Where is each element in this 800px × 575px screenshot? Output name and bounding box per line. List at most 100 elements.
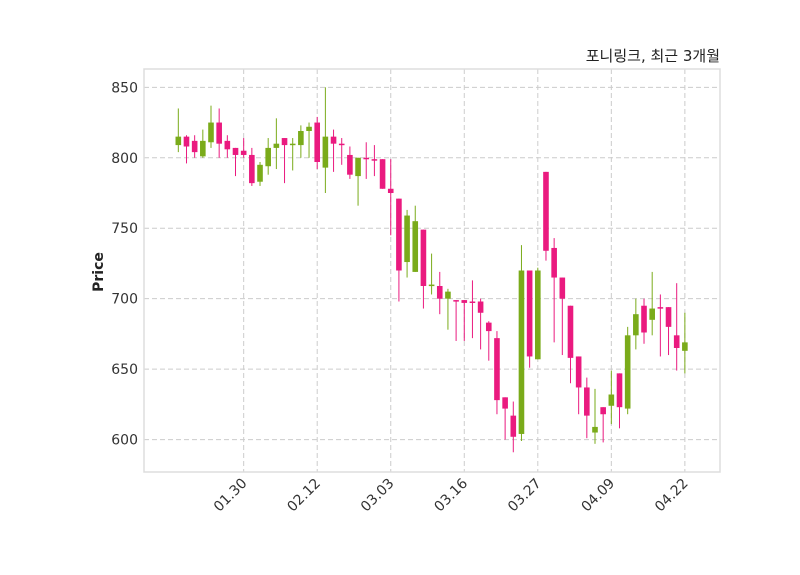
candle-body [273,143,280,148]
candle [265,138,271,175]
candle-body [584,387,590,416]
grid [144,69,720,472]
candle-body [665,307,672,327]
candle [485,321,492,361]
candle [559,277,566,356]
candle [387,159,394,236]
candle [363,142,370,179]
candle-body [436,286,443,299]
candle [543,171,549,261]
candle-body [200,140,206,157]
candle-body [281,138,288,146]
candle-body [551,247,557,278]
candle [338,138,345,165]
candle [633,298,639,350]
candle-body [363,157,370,160]
candle-body [355,157,361,177]
candle-body [338,143,345,146]
candle-body [371,159,378,161]
candle-body [257,164,263,182]
candle [649,271,655,336]
candle [249,147,255,186]
candles [175,87,688,453]
y-axis-label: Price [91,252,107,292]
candle-body [641,305,647,333]
x-tick-label: 01.30 [211,476,251,516]
candle [191,135,198,158]
candle-body [485,322,492,332]
candle-body [543,171,549,251]
candle [200,129,206,158]
candle [183,135,190,164]
candle-body [314,122,321,162]
y-tick-label: 700 [111,292,138,308]
candle-body [502,397,508,409]
candle-body [379,159,386,189]
candle [216,108,222,158]
candle [453,300,459,341]
candle-body [518,270,525,434]
candle-body [559,277,566,299]
candle-body [232,147,239,155]
candle-body [494,338,500,401]
candle [224,135,231,158]
candle [347,146,353,179]
candle [469,280,476,339]
candle [673,283,680,371]
candle-body [224,140,231,150]
candle [412,205,419,272]
y-tick-label: 800 [111,151,138,167]
candle [608,370,615,425]
y-tick-label: 600 [111,433,138,449]
candle-body [404,215,410,263]
candle-body [183,136,190,147]
candle [592,388,598,444]
x-tick-label: 02.12 [284,476,324,516]
x-tick-label: 03.27 [505,476,545,516]
candle [330,129,337,172]
candle-body [322,136,329,168]
candle [322,87,329,193]
candle [289,138,296,171]
candle-body [265,147,271,167]
candle-body [208,122,214,143]
candle-body [396,198,402,271]
candle [518,245,525,441]
candle-body [608,394,615,406]
candle-body [510,415,517,437]
candle [208,105,214,148]
candle-body [592,426,598,433]
candle [682,312,688,374]
candle-body [477,301,484,313]
candle [240,138,247,158]
candle-body [682,342,688,351]
candle [257,162,263,186]
candle [396,198,402,302]
candle-body [347,154,353,175]
candle-body [428,284,435,287]
candle [477,298,484,350]
candle [624,326,631,415]
candle-body [657,307,664,309]
candle-body [567,305,574,358]
candle [298,125,304,158]
candle [600,407,606,443]
x-tick-label: 04.22 [652,476,692,516]
candle-body [624,335,631,409]
candle-body [387,188,394,193]
candle [281,138,288,184]
candle [526,270,533,368]
candle [584,377,590,439]
candle-body [298,131,304,146]
candle [616,373,623,429]
candle [551,238,557,343]
candle-body [616,373,623,408]
candle [306,122,312,158]
candle-body [191,140,198,153]
candle-body [453,300,459,302]
candle [355,157,361,206]
candle [404,209,410,278]
candle-body [535,270,541,360]
candle [665,307,672,356]
candle [567,305,574,384]
